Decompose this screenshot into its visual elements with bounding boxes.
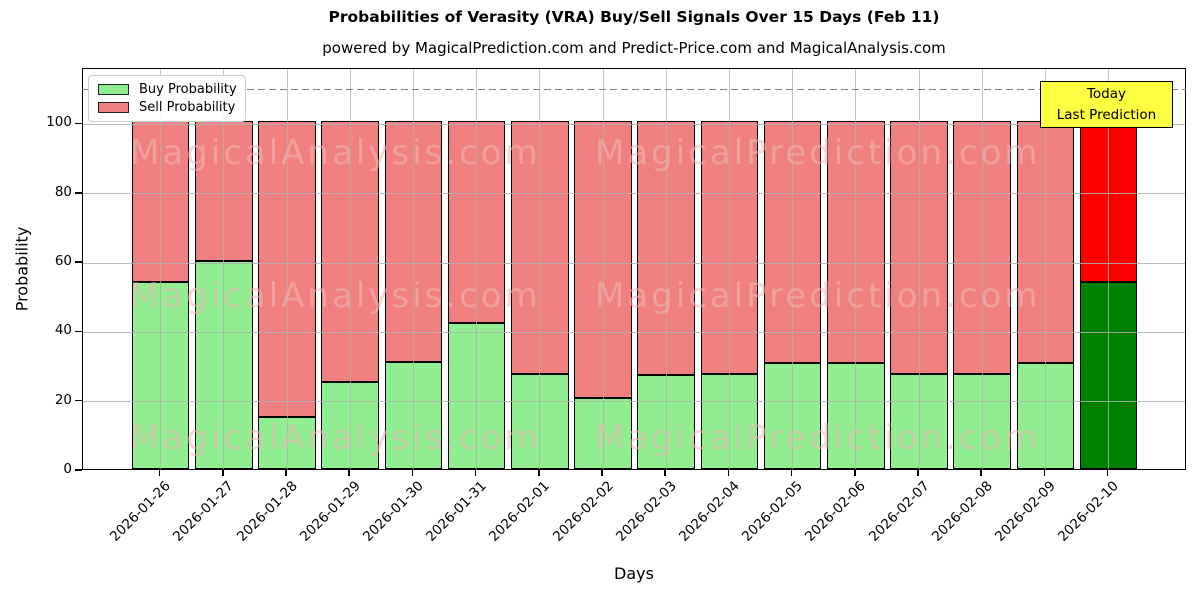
y-tick-label: 40 (54, 322, 72, 339)
legend-item-label: Buy Probability (139, 82, 237, 97)
y-tick-mark (75, 399, 82, 402)
x-tick-label: 2026-02-09 (991, 478, 1059, 545)
y-tick-mark (75, 469, 82, 471)
legend: Buy Probability Sell Probability (88, 75, 246, 122)
y-tick-mark (75, 122, 82, 125)
v-gridline (665, 69, 667, 469)
x-tick-label: 2026-01-26 (107, 478, 174, 545)
x-tick-label: 2026-02-01 (486, 478, 554, 545)
dashed-threshold-line (82, 88, 1186, 91)
v-gridline (349, 69, 351, 469)
plot-area (82, 68, 1186, 470)
v-gridline (918, 69, 920, 469)
y-tick-mark (75, 261, 82, 263)
x-axis-label: Days (614, 564, 654, 583)
y-tick-mark (75, 330, 82, 333)
x-tick-mark (1043, 470, 1046, 476)
x-tick-mark (285, 470, 287, 476)
x-tick-label: 2026-02-06 (802, 478, 870, 545)
x-tick-label: 2026-02-05 (739, 478, 806, 545)
h-gridline (83, 262, 1185, 264)
v-gridline (286, 69, 288, 469)
v-gridline (1044, 69, 1046, 469)
legend-item: Buy Probability (98, 82, 237, 97)
v-gridline (792, 69, 794, 469)
x-tick-label: 2026-02-02 (549, 478, 617, 545)
x-tick-mark (601, 470, 603, 476)
today-annotation-box: Today Last Prediction (1040, 81, 1173, 128)
v-gridline (539, 69, 541, 469)
today-annotation-line1: Today (1086, 85, 1127, 102)
x-tick-mark (854, 470, 856, 476)
x-tick-mark (538, 470, 540, 476)
x-tick-label: 2026-02-03 (612, 478, 680, 545)
x-tick-label: 2026-01-31 (423, 478, 490, 545)
y-tick-label: 0 (63, 461, 72, 477)
x-tick-label: 2026-01-28 (233, 478, 301, 545)
y-axis-label: Probability (12, 226, 32, 312)
h-gridline (83, 123, 1185, 125)
x-tick-mark (664, 470, 666, 476)
x-tick-mark (222, 470, 224, 476)
x-tick-mark (158, 470, 161, 476)
x-tick-mark (980, 470, 982, 476)
today-annotation-line2: Last Prediction (1056, 106, 1157, 123)
h-gridline (83, 193, 1185, 195)
x-tick-mark (790, 470, 793, 476)
v-gridline (855, 69, 857, 469)
legend-item-label: Sell Probability (139, 100, 236, 115)
x-tick-label: 2026-02-10 (1055, 478, 1122, 545)
x-tick-mark (474, 470, 477, 476)
v-gridline (476, 69, 478, 469)
x-tick-mark (411, 470, 414, 476)
v-gridline (223, 69, 225, 469)
y-tick-label: 100 (46, 114, 72, 131)
chart-title: Probabilities of Verasity (VRA) Buy/Sell… (328, 8, 940, 26)
x-tick-mark (727, 470, 730, 476)
x-tick-label: 2026-02-07 (865, 478, 933, 545)
chart-subtitle: powered by MagicalPrediction.com and Pre… (322, 39, 946, 57)
v-gridline (602, 69, 604, 469)
v-gridline (412, 69, 414, 469)
x-tick-label: 2026-01-30 (359, 478, 427, 545)
x-tick-label: 2026-01-29 (296, 478, 364, 545)
y-tick-label: 80 (54, 183, 72, 200)
x-tick-mark (1106, 470, 1109, 476)
x-tick-label: 2026-02-04 (675, 478, 743, 545)
v-gridline (160, 69, 162, 469)
x-tick-mark (348, 470, 350, 476)
v-gridline (728, 69, 730, 469)
y-tick-label: 20 (54, 391, 72, 408)
legend-swatch (98, 84, 129, 95)
y-tick-label: 60 (54, 253, 72, 270)
y-tick-mark (75, 191, 82, 194)
h-gridline (83, 331, 1185, 333)
x-tick-mark (917, 470, 919, 476)
v-gridline (981, 69, 983, 469)
x-tick-label: 2026-01-27 (170, 478, 238, 545)
x-tick-label: 2026-02-08 (928, 478, 996, 545)
legend-item: Sell Probability (98, 100, 236, 115)
h-gridline (83, 401, 1185, 403)
v-gridline (1108, 69, 1110, 469)
legend-swatch (98, 102, 129, 113)
